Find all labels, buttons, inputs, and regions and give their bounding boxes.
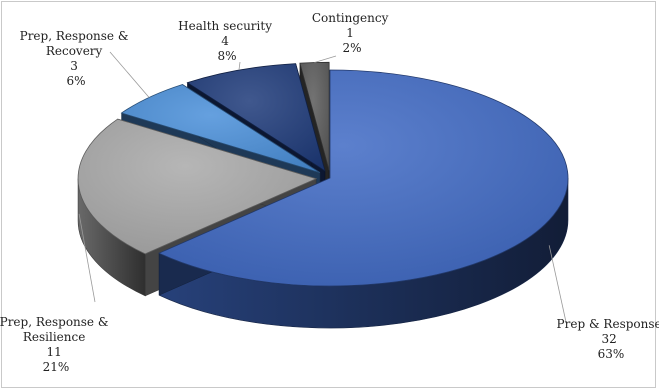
label-resilience-name-1: Prep, Response & <box>0 315 109 329</box>
pie-top-layer <box>77 61 569 287</box>
label-resilience-percent: 21% <box>43 360 70 374</box>
leader-line-prep-response <box>548 245 567 323</box>
leader-line-contingency <box>314 55 337 63</box>
label-contingency-count: 1 <box>346 26 354 40</box>
label-recovery-name-2: Recovery <box>46 44 103 58</box>
label-health-security: Health security 4 8% <box>178 19 276 63</box>
leader-line-prep-response-resilience <box>78 213 96 303</box>
label-prep-response: Prep & Response 32 63% <box>557 317 659 361</box>
slice-prep-response-resilience <box>77 118 318 255</box>
label-recovery-count: 3 <box>70 59 78 73</box>
leader-line-health-security <box>238 61 241 71</box>
label-recovery-name-1: Prep, Response & <box>20 29 129 43</box>
label-health-security-name: Health security <box>178 19 272 33</box>
leader-lines <box>78 51 567 323</box>
label-resilience: Prep, Response & Resilience 11 21% <box>0 315 112 374</box>
label-resilience-name-2: Resilience <box>23 330 85 344</box>
leader-line-prep-response-recovery <box>109 51 150 98</box>
slice-labels: Prep & Response 32 63% Prep, Response & … <box>0 11 659 374</box>
slice-prep-response-recovery <box>120 84 321 174</box>
slice-prep-response <box>158 69 569 287</box>
label-prep-response-percent: 63% <box>598 347 625 361</box>
label-contingency-percent: 2% <box>342 41 361 55</box>
label-contingency-name: Contingency <box>312 11 389 25</box>
label-resilience-count: 11 <box>46 345 61 359</box>
label-recovery: Prep, Response & Recovery 3 6% <box>20 29 133 88</box>
label-recovery-percent: 6% <box>66 74 85 88</box>
label-prep-response-count: 32 <box>601 332 616 346</box>
label-contingency: Contingency 1 2% <box>312 11 392 55</box>
label-health-security-count: 4 <box>221 34 229 48</box>
slice-health-security <box>186 63 326 172</box>
label-prep-response-name: Prep & Response <box>557 317 659 331</box>
label-health-security-percent: 8% <box>217 49 236 63</box>
